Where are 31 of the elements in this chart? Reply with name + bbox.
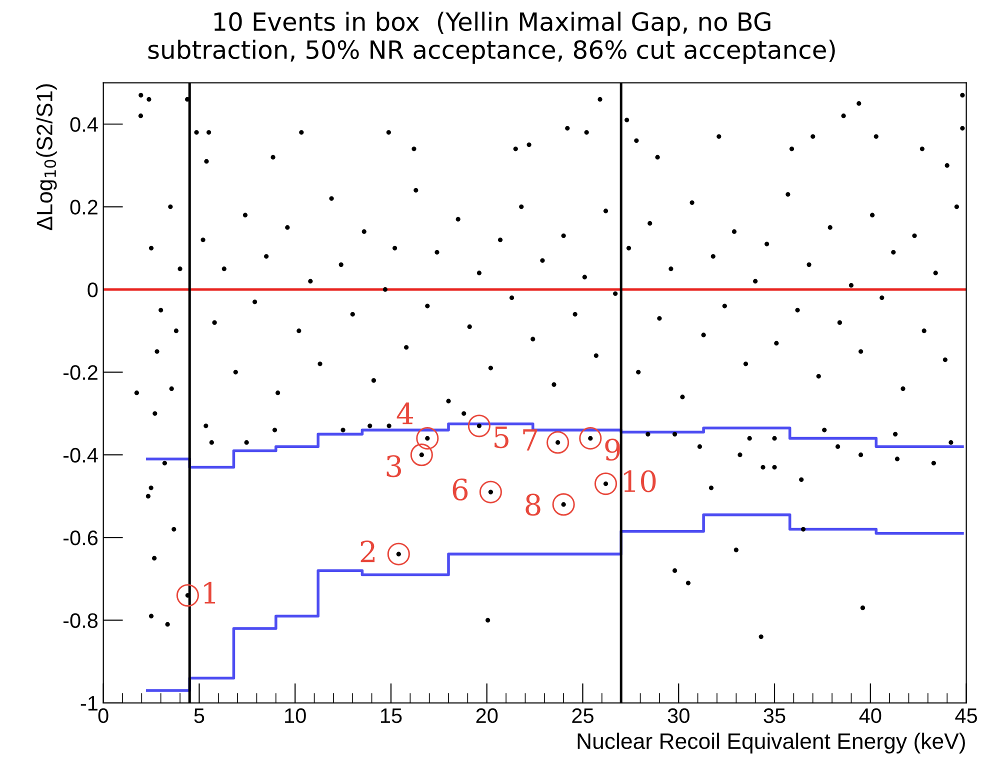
y-axis-title: ΔLog$_{10}$(S2/S1) (36, 84, 57, 230)
x-tick-label: 5 (194, 708, 204, 724)
annotation: 8 (526, 494, 540, 516)
annotation: 7 (523, 429, 538, 450)
annotation: 1 (204, 582, 216, 604)
x-axis-title: Nuclear Recoil Equivalent Energy (keV) (578, 732, 965, 754)
annotation: 3 (386, 455, 401, 478)
annotation: 6 (452, 478, 468, 501)
annotation: 2 (360, 540, 375, 562)
x-tick-label: 35 (764, 708, 786, 724)
x-tick-label: 10 (285, 708, 306, 724)
annotation: 4 (396, 402, 413, 424)
y-tick-label: 0.2 (70, 200, 98, 215)
x-tick-label: 20 (476, 708, 498, 724)
annotation: 10 (624, 470, 656, 492)
chart-title: 10 Events in box (Yellin Maximal Gap, no BG subtraction, 50% NR acceptance, 86% cut acceptance) (148, 12, 835, 64)
y-tick-label: -1 (80, 696, 98, 710)
x-tick-label: 15 (380, 708, 402, 724)
annotation: 5 (494, 426, 508, 448)
x-tick-label: 0 (98, 708, 108, 724)
y-tick-label: -0.8 (63, 613, 98, 628)
x-tick-label: 30 (668, 708, 690, 724)
x-tick-label: 40 (859, 708, 882, 724)
y-tick-label: -0.4 (63, 448, 98, 463)
y-tick-label: -0.2 (63, 365, 98, 380)
y-tick-label: 0 (88, 282, 98, 298)
x-tick-label: 45 (955, 708, 977, 724)
y-tick-label: -0.6 (63, 530, 98, 546)
y-tick-label: 0.4 (70, 117, 98, 132)
annotation: 9 (605, 438, 620, 461)
x-tick-label: 25 (572, 708, 594, 724)
